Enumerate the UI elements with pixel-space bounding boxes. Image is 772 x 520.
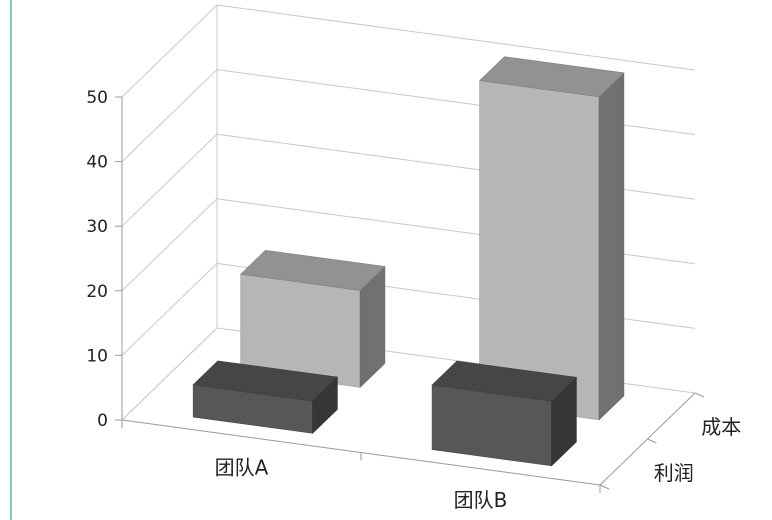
bar-成本-团队B	[478, 56, 625, 421]
depth-tick-mark	[694, 392, 705, 398]
bar-top-face	[478, 56, 625, 98]
bar-side-face	[598, 72, 625, 421]
y-tick-label: 0	[97, 411, 108, 431]
left-accent-border	[10, 0, 12, 520]
bars	[192, 56, 625, 467]
y-tick-label: 20	[86, 282, 108, 302]
y-tick-label: 40	[86, 153, 108, 173]
bar-成本-团队A	[240, 249, 386, 389]
bar-利润-团队A	[192, 360, 339, 435]
bar-top-face	[240, 249, 386, 291]
depth-series-label: 利润	[654, 461, 694, 485]
left-floor-edge	[121, 327, 218, 421]
y-tick-label: 50	[86, 88, 108, 108]
x-category-label: 团队A	[215, 455, 269, 479]
depth-series-label: 成本	[701, 415, 741, 439]
depth-tick-mark	[599, 484, 610, 490]
y-tick-label: 10	[86, 346, 108, 366]
y-tick-label: 30	[86, 217, 108, 237]
depth-tick-mark	[647, 438, 657, 444]
bar-top-face	[431, 360, 578, 402]
bar-top-face	[192, 360, 339, 402]
bar-利润-团队B	[431, 360, 578, 467]
axes	[115, 5, 705, 493]
x-category-label: 团队B	[454, 488, 508, 512]
